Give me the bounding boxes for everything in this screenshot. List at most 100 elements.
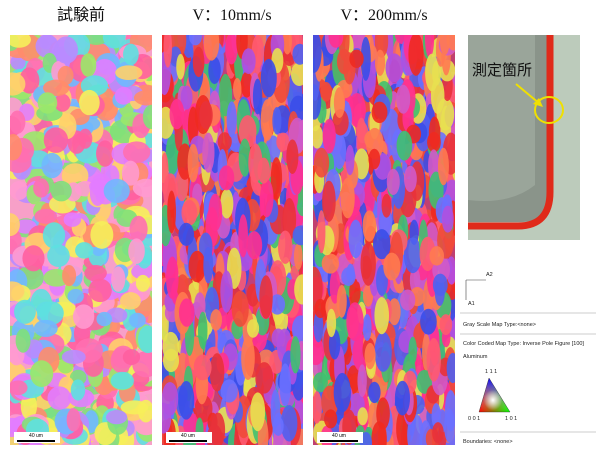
grain — [346, 145, 355, 175]
grain — [317, 210, 325, 253]
grain — [7, 32, 31, 48]
grain — [220, 189, 233, 219]
grain — [178, 381, 194, 420]
grain — [90, 221, 113, 249]
scale-line — [169, 440, 207, 442]
grain — [293, 225, 310, 245]
grain — [67, 408, 81, 431]
grain — [163, 332, 180, 361]
ebsd-maps — [0, 15, 463, 450]
grain — [47, 245, 70, 267]
grain — [322, 253, 339, 273]
grain — [38, 92, 58, 113]
scale-label: 40 um — [181, 433, 195, 439]
grain — [248, 143, 262, 182]
scale-label: 40 um — [29, 433, 43, 439]
grain — [73, 304, 94, 329]
grain — [120, 292, 141, 310]
grain — [198, 312, 208, 350]
grain — [164, 27, 173, 68]
grain — [220, 270, 233, 312]
grain — [208, 57, 221, 84]
grain — [189, 251, 206, 282]
grain — [372, 102, 388, 123]
grain — [272, 329, 285, 348]
grain — [0, 281, 24, 301]
grain — [431, 78, 445, 114]
ebsd-map — [0, 25, 163, 450]
grain — [178, 223, 194, 246]
grain — [383, 253, 400, 281]
grain — [261, 99, 274, 141]
grain — [327, 309, 336, 337]
grain — [408, 33, 423, 76]
grain — [363, 314, 372, 341]
grain — [261, 59, 277, 97]
grain — [233, 78, 241, 100]
grain — [123, 349, 140, 365]
grain — [396, 85, 410, 114]
grain — [368, 382, 380, 403]
grain — [75, 242, 93, 259]
grain — [54, 36, 78, 63]
grain — [255, 362, 273, 394]
grain — [4, 134, 22, 160]
grain — [432, 422, 444, 443]
grain — [253, 79, 262, 115]
grain — [241, 336, 255, 380]
grain — [166, 256, 179, 299]
grain — [123, 141, 150, 163]
grain — [382, 194, 392, 218]
grain — [204, 25, 220, 61]
grain — [111, 266, 125, 291]
grain — [291, 62, 308, 86]
grain — [103, 25, 126, 49]
grain — [341, 178, 355, 219]
grain — [88, 279, 111, 303]
grain — [429, 116, 440, 149]
ebsd-map — [155, 15, 310, 450]
legend-text: Aluminum — [463, 354, 488, 360]
grain — [162, 382, 178, 416]
grain — [22, 245, 44, 271]
axis-label: A1 — [468, 301, 475, 307]
grain — [385, 53, 403, 82]
panel-title: V：200mm/s — [340, 7, 427, 24]
grain — [286, 139, 298, 174]
grain — [320, 82, 332, 102]
grain — [188, 144, 199, 183]
grain — [334, 87, 345, 118]
grain — [34, 209, 57, 224]
grain — [64, 212, 82, 226]
grain — [193, 47, 205, 77]
grain — [128, 238, 145, 264]
legend: A2 A1 Gray Scale Map Type:<none> Color C… — [460, 272, 596, 445]
grain — [62, 350, 86, 364]
grain — [348, 220, 362, 259]
grain — [374, 297, 389, 334]
grain — [349, 50, 363, 68]
grain — [238, 214, 248, 257]
grain — [306, 31, 321, 73]
ipf-label: 0 0 1 — [468, 416, 480, 422]
grain — [115, 65, 142, 80]
grain — [134, 90, 161, 105]
grain — [202, 133, 214, 173]
panel-title: V：10mm/s — [192, 7, 271, 24]
grain — [203, 247, 213, 283]
grain — [138, 325, 158, 353]
grain — [170, 99, 185, 129]
grain — [272, 107, 281, 135]
grain — [447, 353, 459, 383]
grain — [250, 392, 265, 431]
grain — [0, 213, 20, 236]
grain — [179, 298, 194, 326]
grain — [111, 372, 134, 390]
inset-label: 測定箇所 — [472, 62, 532, 79]
grain — [314, 299, 326, 318]
grain — [395, 381, 410, 416]
grain — [361, 242, 376, 286]
grain — [368, 149, 380, 169]
grain — [84, 265, 107, 281]
grain — [80, 53, 96, 77]
